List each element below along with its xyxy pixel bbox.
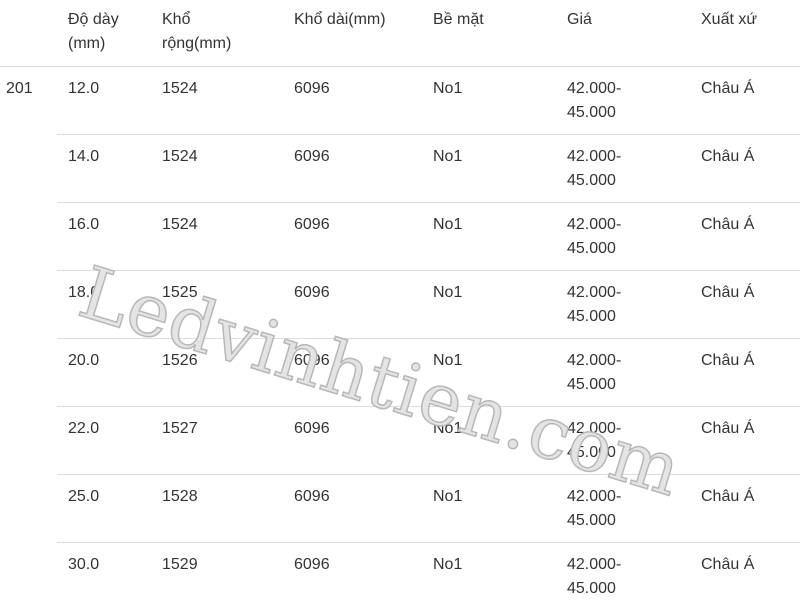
cell-origin: Châu Á xyxy=(701,352,755,369)
cell-width: 1528 xyxy=(162,488,198,505)
cell-width: 1526 xyxy=(162,352,198,369)
row-divider xyxy=(57,134,800,135)
cell-surface: No1 xyxy=(433,148,463,165)
divider xyxy=(0,66,800,67)
cell-price_1: 42.000- xyxy=(567,148,622,165)
cell-price_1: 42.000- xyxy=(567,488,622,505)
cell-length: 6096 xyxy=(294,284,330,301)
column-header: Xuất xứ xyxy=(701,11,758,28)
column-header: Độ dày xyxy=(68,11,119,28)
cell-surface: No1 xyxy=(433,284,463,301)
cell-origin: Châu Á xyxy=(701,80,755,97)
column-header-line2: rộng(mm) xyxy=(162,35,232,52)
column-header: Khổ dài(mm) xyxy=(294,11,386,28)
cell-price_2: 45.000 xyxy=(567,172,616,189)
row-divider xyxy=(57,270,800,271)
cell-origin: Châu Á xyxy=(701,420,755,437)
cell-surface: No1 xyxy=(433,80,463,97)
cell-width: 1524 xyxy=(162,80,198,97)
cell-origin: Châu Á xyxy=(701,148,755,165)
cell-surface: No1 xyxy=(433,352,463,369)
row-divider xyxy=(57,542,800,543)
row-divider xyxy=(57,202,800,203)
cell-thickness: 18.0 xyxy=(68,284,100,301)
cell-price_1: 42.000- xyxy=(567,556,622,573)
cell-width: 1529 xyxy=(162,556,198,573)
cell-thickness: 12.0 xyxy=(68,80,100,97)
cell-length: 6096 xyxy=(294,216,330,233)
cell-price_2: 45.000 xyxy=(567,308,616,325)
column-header: Khổ xyxy=(162,11,191,28)
cell-width: 1524 xyxy=(162,148,198,165)
cell-price_1: 42.000- xyxy=(567,80,622,97)
cell-surface: No1 xyxy=(433,556,463,573)
cell-length: 6096 xyxy=(294,352,330,369)
column-header-line2: (mm) xyxy=(68,35,106,52)
row-divider xyxy=(57,474,800,475)
cell-thickness: 20.0 xyxy=(68,352,100,369)
cell-origin: Châu Á xyxy=(701,556,755,573)
cell-thickness: 25.0 xyxy=(68,488,100,505)
grade-cell: 201 xyxy=(6,80,33,97)
cell-length: 6096 xyxy=(294,148,330,165)
cell-thickness: 22.0 xyxy=(68,420,100,437)
cell-price_2: 45.000 xyxy=(567,104,616,121)
cell-price_1: 42.000- xyxy=(567,284,622,301)
cell-price_2: 45.000 xyxy=(567,240,616,257)
row-divider xyxy=(57,338,800,339)
cell-origin: Châu Á xyxy=(701,488,755,505)
cell-length: 6096 xyxy=(294,488,330,505)
cell-width: 1524 xyxy=(162,216,198,233)
cell-price_2: 45.000 xyxy=(567,512,616,529)
cell-surface: No1 xyxy=(433,488,463,505)
cell-price_2: 45.000 xyxy=(567,376,616,393)
cell-price_2: 45.000 xyxy=(567,580,616,597)
cell-surface: No1 xyxy=(433,216,463,233)
cell-width: 1525 xyxy=(162,284,198,301)
cell-origin: Châu Á xyxy=(701,284,755,301)
cell-price_1: 42.000- xyxy=(567,216,622,233)
cell-thickness: 30.0 xyxy=(68,556,100,573)
cell-price_1: 42.000- xyxy=(567,420,622,437)
cell-length: 6096 xyxy=(294,80,330,97)
cell-thickness: 14.0 xyxy=(68,148,100,165)
cell-length: 6096 xyxy=(294,556,330,573)
cell-price_1: 42.000- xyxy=(567,352,622,369)
column-header: Giá xyxy=(567,11,592,28)
row-divider xyxy=(57,406,800,407)
cell-surface: No1 xyxy=(433,420,463,437)
cell-price_2: 45.000 xyxy=(567,444,616,461)
cell-thickness: 16.0 xyxy=(68,216,100,233)
cell-length: 6096 xyxy=(294,420,330,437)
column-header: Bề mặt xyxy=(433,11,484,28)
cell-origin: Châu Á xyxy=(701,216,755,233)
cell-width: 1527 xyxy=(162,420,198,437)
